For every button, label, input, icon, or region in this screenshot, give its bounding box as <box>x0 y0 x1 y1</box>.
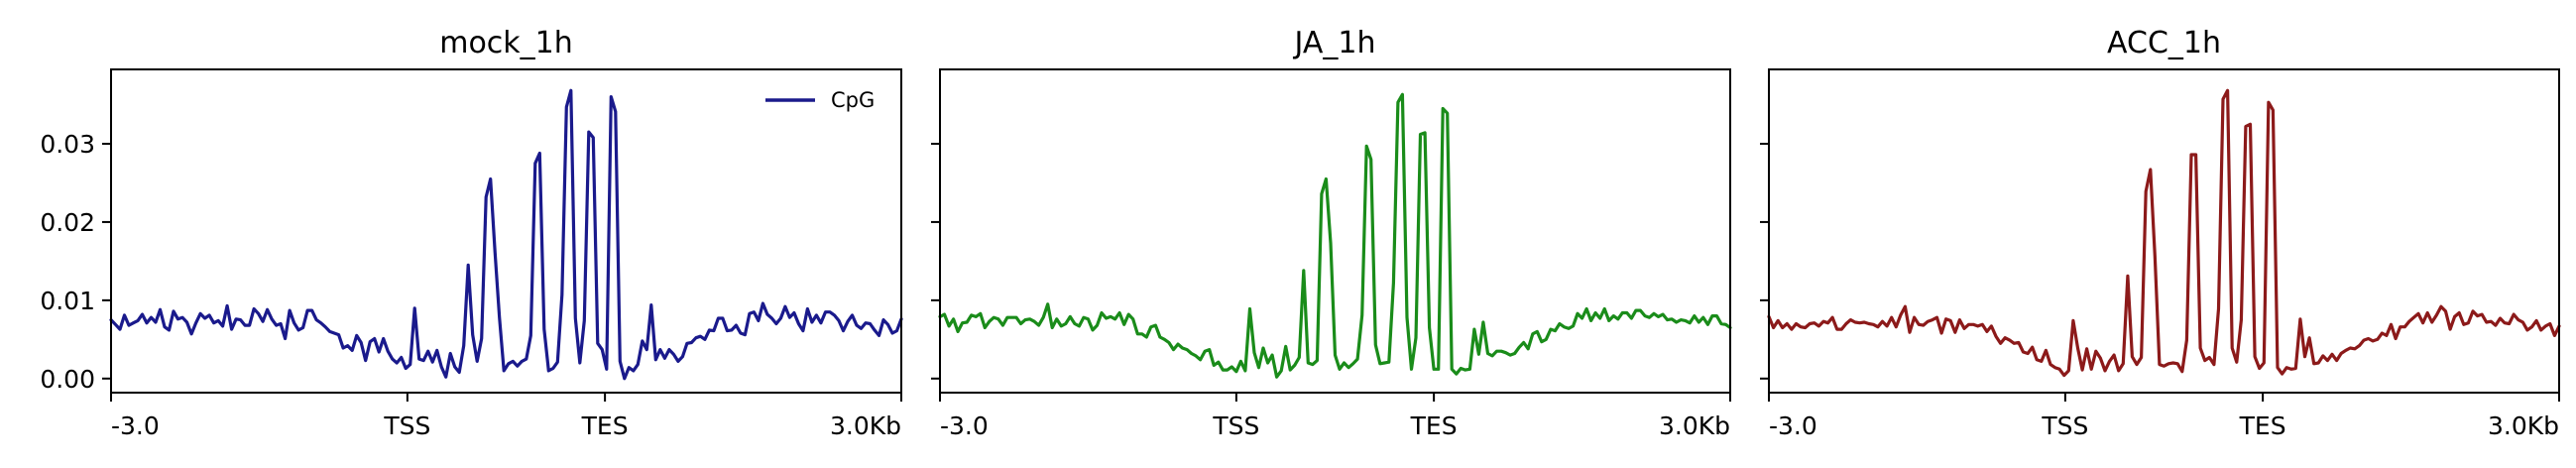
panel-title: ACC_1h <box>2107 26 2221 60</box>
y-tick-label: 0.02 <box>40 208 95 237</box>
axes-frame <box>1768 68 2560 394</box>
y-tick-label: 0.03 <box>40 130 95 159</box>
x-tick-label: TSS <box>1212 411 1259 440</box>
x-tick-label: TSS <box>2041 411 2088 440</box>
x-tick-label: 3.0Kb <box>1659 411 1730 440</box>
panel-title: mock_1h <box>439 26 573 60</box>
x-tick-label: 3.0Kb <box>2488 411 2559 440</box>
panel-mock-1h: mock_1h 0.00 0.01 0.02 0.03 -3.0 TSS TES 3.0Kb Cp… <box>40 26 903 440</box>
x-tick-label: -3.0 <box>111 411 160 440</box>
series-line <box>109 88 903 381</box>
x-tick-label: TSS <box>383 411 430 440</box>
y-tick-label: 0.00 <box>40 365 95 394</box>
panel-acc-1h: ACC_1h -3.0 TSS TES 3.0Kb <box>1760 26 2561 440</box>
x-tick-label: 3.0Kb <box>830 411 901 440</box>
axes-frame <box>110 68 902 394</box>
axes-frame <box>939 68 1731 394</box>
legend: CpG <box>765 88 875 112</box>
x-tick-label: TES <box>581 411 629 440</box>
panel-ja-1h: JA_1h -3.0 TSS TES 3.0Kb <box>931 26 1732 440</box>
x-tick-label: -3.0 <box>1769 411 1817 440</box>
x-tick-label: TES <box>1410 411 1458 440</box>
series-line <box>938 92 1732 379</box>
series-line <box>1767 88 2561 378</box>
y-tick-label: 0.01 <box>40 287 95 315</box>
panel-title: JA_1h <box>1293 26 1376 60</box>
x-tick-label: -3.0 <box>940 411 989 440</box>
x-tick-label: TES <box>2239 411 2286 440</box>
legend-label: CpG <box>831 88 875 112</box>
